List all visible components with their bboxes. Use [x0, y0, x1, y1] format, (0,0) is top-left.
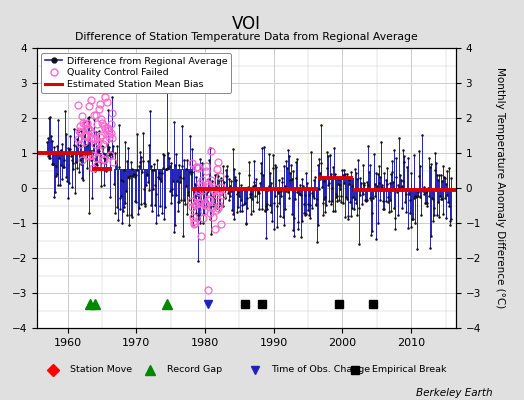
Text: Berkeley Earth: Berkeley Earth: [416, 388, 493, 398]
Text: Time of Obs. Change: Time of Obs. Change: [271, 366, 370, 374]
Text: Empirical Break: Empirical Break: [372, 366, 446, 374]
Y-axis label: Monthly Temperature Anomaly Difference (°C): Monthly Temperature Anomaly Difference (…: [495, 67, 505, 309]
Text: Station Move: Station Move: [70, 366, 133, 374]
Text: Record Gap: Record Gap: [167, 366, 222, 374]
Title: VOI: VOI: [232, 14, 261, 32]
Text: Difference of Station Temperature Data from Regional Average: Difference of Station Temperature Data f…: [75, 32, 418, 42]
Legend: Difference from Regional Average, Quality Control Failed, Estimated Station Mean: Difference from Regional Average, Qualit…: [41, 53, 231, 93]
